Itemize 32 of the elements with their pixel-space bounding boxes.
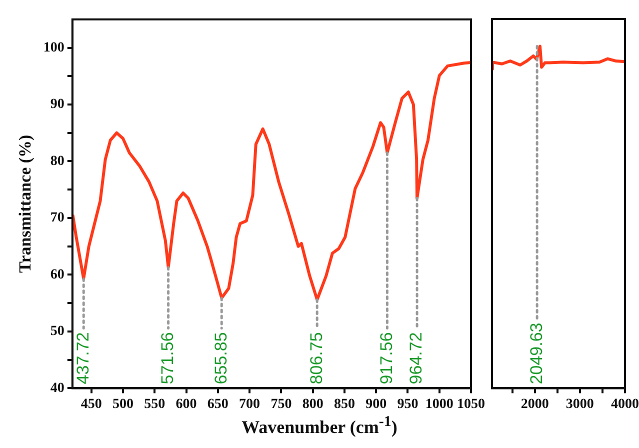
x-tick-label: 800 xyxy=(302,397,324,412)
y-tick-label: 80 xyxy=(50,154,64,169)
annotation: 571.56 xyxy=(158,332,177,384)
annotation: 917.56 xyxy=(376,332,396,384)
y-tick-label: 90 xyxy=(50,97,64,112)
x-tick-label: 650 xyxy=(207,397,228,412)
x-axis-title: Wavenumber (cm$^{-1}$) xyxy=(240,414,398,438)
y-tick-label: 70 xyxy=(50,210,64,226)
annotation: 655.85 xyxy=(211,332,230,384)
y-tick-label: 50 xyxy=(50,324,64,340)
x-tick-label: 700 xyxy=(239,397,260,412)
x-tick-label: 950 xyxy=(397,397,418,412)
x-tick-label: 900 xyxy=(366,397,387,412)
x-tick-label: 450 xyxy=(80,397,102,412)
y-tick-label: 40 xyxy=(50,380,64,396)
annotation: 964.72 xyxy=(406,332,426,384)
x-tick-label: 600 xyxy=(176,397,197,412)
x-tick-label: 3000 xyxy=(566,397,594,412)
annotation: 806.75 xyxy=(306,332,326,384)
x-tick-label: 550 xyxy=(144,397,166,412)
x-tick-label: 1000 xyxy=(425,397,454,412)
x-tick-label: 1050 xyxy=(457,397,485,412)
y-axis-title: Transmittance (%) xyxy=(16,134,35,273)
x-tick-label: 850 xyxy=(334,397,355,412)
x-tick-label: 2000 xyxy=(520,397,549,412)
y-tick-label: 60 xyxy=(50,267,64,282)
annotation: 437.72 xyxy=(73,332,92,384)
x-tick-label: 750 xyxy=(270,397,292,412)
x-tick-label: 4000 xyxy=(611,397,639,412)
y-tick-label: 100 xyxy=(43,40,64,56)
x-tick-label: 500 xyxy=(112,397,134,412)
annotation: 2049.63 xyxy=(526,322,546,384)
